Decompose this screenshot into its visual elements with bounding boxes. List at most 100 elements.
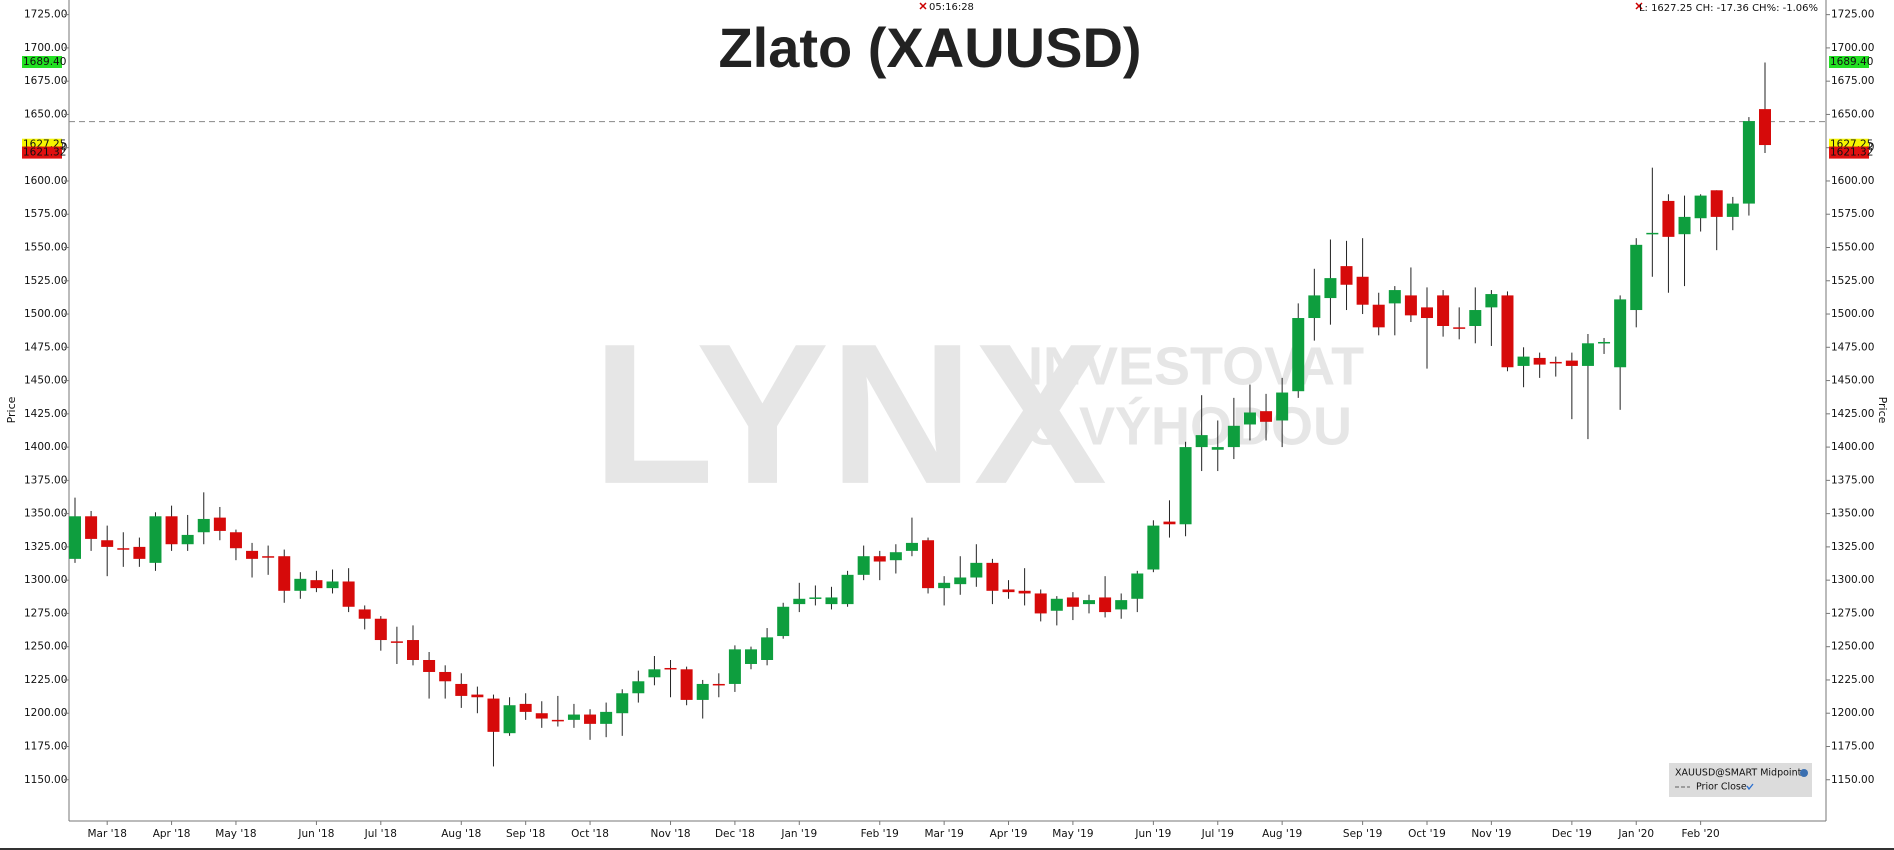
candle-body <box>777 606 790 637</box>
legend-label: Prior Close <box>1696 782 1747 793</box>
candle-body <box>1388 290 1401 304</box>
candle-body <box>213 517 226 531</box>
candle-body <box>648 669 661 678</box>
legend: XAUUSD@SMART Midpoint Prior Close <box>1669 763 1812 797</box>
candle-body <box>1260 411 1273 422</box>
x-tick-label: Aug '19 <box>1262 828 1302 840</box>
candle-body <box>407 640 419 660</box>
y-tick-label: 1600.00 <box>1831 175 1874 187</box>
y-tick-label: 1725.00 <box>24 9 67 21</box>
candle-body <box>1549 361 1562 364</box>
candle-body <box>680 669 693 700</box>
candle-body <box>1614 299 1627 368</box>
y-tick-label: 1650.00 <box>1831 108 1874 120</box>
candle-body <box>229 532 242 549</box>
y-tick-label: 1175.00 <box>1831 740 1874 752</box>
candle-body <box>1308 295 1321 319</box>
watermark-line: INVESTOVAT <box>1028 336 1364 396</box>
candle-body <box>1099 597 1112 613</box>
x-tick-label: Jul '19 <box>1201 828 1234 840</box>
x-tick-label: Apr '19 <box>990 828 1028 840</box>
candle-body <box>358 609 371 619</box>
y-tick-label: 1275.00 <box>1831 607 1874 619</box>
candle-body <box>197 518 210 533</box>
candle-body <box>1292 318 1305 392</box>
candle-body <box>761 637 774 660</box>
x-tick-label: Feb '19 <box>861 828 899 840</box>
price-tag-label: 1689.40 <box>1830 56 1873 68</box>
y-tick-label: 1350.00 <box>24 508 67 520</box>
candle-body <box>567 714 580 720</box>
candle-body <box>1195 435 1208 448</box>
candle-body <box>1243 412 1256 425</box>
candle-body <box>551 719 564 722</box>
candle-body <box>1115 600 1128 610</box>
candle-body <box>519 703 532 712</box>
candle-body <box>1227 425 1240 448</box>
candle-body <box>1485 294 1498 308</box>
x-tick-label: Nov '18 <box>650 828 690 840</box>
candle-body <box>374 618 387 641</box>
y-tick-label: 1375.00 <box>24 474 67 486</box>
candle-body <box>1630 244 1643 311</box>
candle-body <box>1678 216 1691 235</box>
legend-label: XAUUSD@SMART Midpoint <box>1675 768 1802 779</box>
x-tick-label: Oct '19 <box>1408 828 1446 840</box>
x-tick-label: Jul '18 <box>364 828 397 840</box>
candle-body <box>1437 295 1450 327</box>
y-tick-label: 1150.00 <box>24 774 67 786</box>
quote: L: 1627.25 CH: -17.36 CH%: -1.06% <box>1639 3 1818 14</box>
y-tick-label: 1300.00 <box>1831 574 1874 586</box>
y-tick-label: 1475.00 <box>1831 341 1874 353</box>
candle-body <box>101 540 114 547</box>
legend-icon[interactable] <box>1800 769 1808 777</box>
x-tick-label: Sep '19 <box>1343 828 1382 840</box>
y-tick-label: 1250.00 <box>1831 641 1874 653</box>
candle-body <box>1372 304 1385 328</box>
y-tick-label: 1425.00 <box>24 408 67 420</box>
y-tick-label: 1300.00 <box>24 574 67 586</box>
candle-body <box>487 698 500 732</box>
candle-body <box>954 577 967 585</box>
candle-body <box>616 693 629 714</box>
y-tick-label: 1500.00 <box>1831 308 1874 320</box>
price-tag <box>1829 56 1869 69</box>
y-tick-label: 1225.00 <box>24 674 67 686</box>
legend-box <box>1669 763 1812 797</box>
x-tick-label: Feb '20 <box>1682 828 1720 840</box>
y-tick-label: 1525.00 <box>24 275 67 287</box>
candle-body <box>1726 203 1739 217</box>
candle-body <box>1759 109 1771 146</box>
candle-body <box>1501 295 1514 368</box>
y-tick-label: 1400.00 <box>24 441 67 453</box>
candle-body <box>584 714 597 724</box>
candle-body <box>1646 232 1659 235</box>
watermark-logo: LYNX <box>592 303 1107 526</box>
y-tick-label: 1450.00 <box>24 375 67 387</box>
candle-body <box>342 581 355 607</box>
candle-body <box>1163 521 1176 525</box>
y-tick-label: 1225.00 <box>1831 674 1874 686</box>
candle-body <box>1662 200 1675 237</box>
legend-check[interactable] <box>1746 783 1754 791</box>
candle-body <box>1469 310 1482 327</box>
x-tick-label: Sep '18 <box>506 828 545 840</box>
x-tick-label: Dec '18 <box>715 828 755 840</box>
candle-body <box>326 581 339 589</box>
close-icon[interactable] <box>1635 2 1643 10</box>
y-tick-label: 1550.00 <box>24 241 67 253</box>
candle-body <box>535 713 548 719</box>
watermark: LYNX INVESTOVAT S VÝHODOU <box>592 303 1364 526</box>
candle-body <box>471 694 484 698</box>
candle-body <box>1404 295 1417 316</box>
time-stamp: 05:16:28 <box>929 2 974 13</box>
price-tag-label: 1689.40 <box>23 56 66 68</box>
candle-body <box>181 534 194 545</box>
candle-body <box>133 546 146 559</box>
y-tick-label: 1400.00 <box>1831 441 1874 453</box>
y-tick-label: 1525.00 <box>1831 275 1874 287</box>
x-tick-label: May '19 <box>1052 828 1093 840</box>
candle-body <box>439 671 452 682</box>
close-icon[interactable] <box>919 2 927 10</box>
